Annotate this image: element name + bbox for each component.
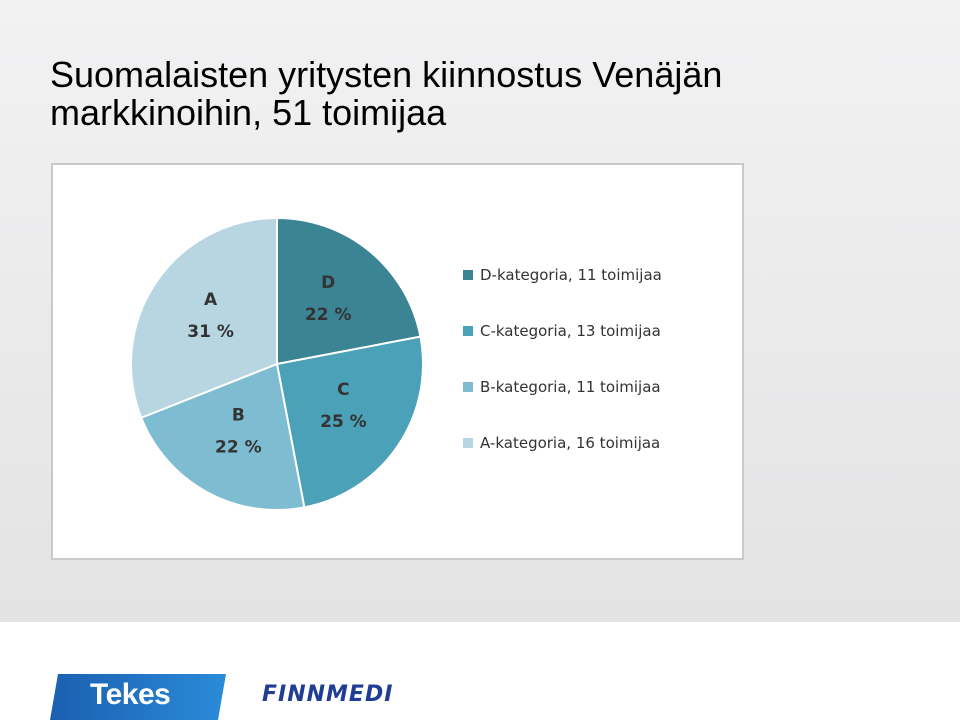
slice-percent-label: 22 % [215,437,262,457]
pie-chart-frame: D 22 % C 25 % B 22 % A 31 % D-kategoria, 11 toim… [51,163,744,560]
slice-category-label: C [337,380,349,400]
slice-percent-label: 22 % [305,305,352,325]
legend-swatch-c [463,326,473,336]
legend-swatch-b [463,382,473,392]
finnmedi-logo: FINNMEDI [262,682,394,707]
legend-label-d: D-kategoria, 11 toimijaa [480,266,662,284]
slice-category-label: A [204,290,218,310]
pie-slice-b [139,362,306,511]
pie-slice-d [276,216,422,366]
title-line-1: Suomalaisten yritysten kiinnostus Venäjä… [50,54,723,95]
slice-percent-label: 25 % [320,412,367,432]
legend-swatch-a [463,438,473,448]
pie-slice-a [130,216,278,420]
legend-label-b: B-kategoria, 11 toimijaa [480,378,661,396]
legend-label-a: A-kategoria, 16 toimijaa [480,434,660,452]
tekes-logo: Tekes [50,674,226,720]
title-line-2: markkinoihin, 51 toimijaa [50,92,447,133]
legend-label-c: C-kategoria, 13 toimijaa [480,322,661,340]
tekes-logo-text: Tekes [90,678,171,711]
slice-category-label: D [321,273,335,293]
pie-chart: D 22 % C 25 % B 22 % A 31 % D-kategoria, 11 toim… [130,216,662,511]
slice-percent-label: 31 % [187,322,234,342]
legend-swatch-d [463,270,473,280]
slice-category-label: B [232,405,245,425]
pie-slice-c [275,335,424,509]
slide-title: Suomalaisten yritysten kiinnostus Venäjä… [50,56,870,132]
